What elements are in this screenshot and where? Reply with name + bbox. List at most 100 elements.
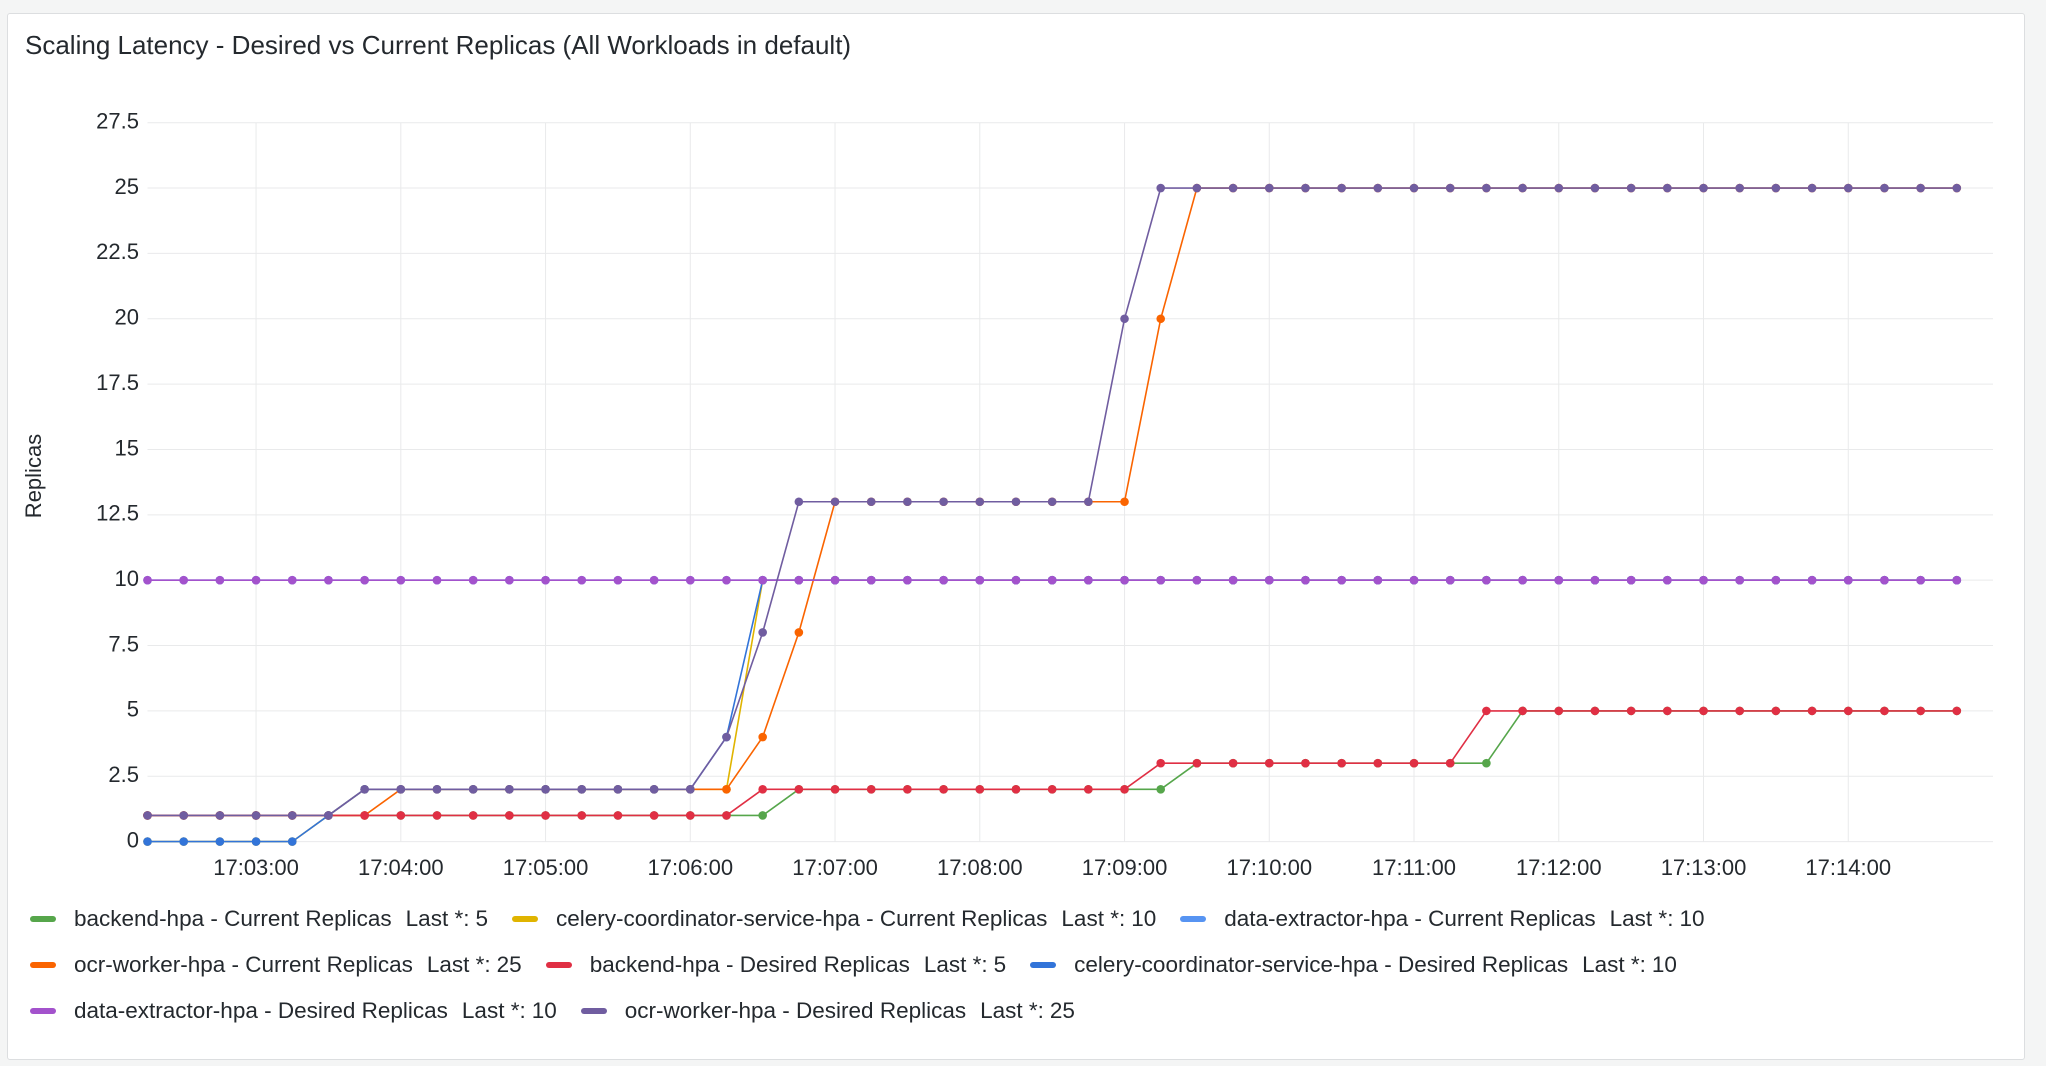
legend-item[interactable]: ocr-worker-hpa - Current Replicas Last *:… [30,949,522,981]
data-point [1952,575,1962,585]
data-point [1771,706,1781,716]
y-tick-label: 25 [115,174,139,199]
data-point [1626,183,1636,193]
legend-label: backend-hpa - Desired Replicas [589,952,910,977]
legend-item[interactable]: data-extractor-hpa - Current Replicas Las… [1180,903,1704,935]
data-point [722,732,731,742]
data-point [360,811,369,820]
legend-item[interactable]: backend-hpa - Current Replicas Last *: 5 [30,903,488,935]
data-point [143,811,152,820]
data-point [903,575,912,585]
data-point [143,837,152,846]
data-point [287,837,297,846]
legend-swatch [1180,916,1207,922]
data-point [1192,575,1202,585]
data-point [1156,758,1166,768]
data-point [1409,575,1419,585]
legend-item[interactable]: backend-hpa - Desired Replicas Last *: 5 [545,949,1006,981]
data-point [1735,183,1744,193]
x-tick-label: 17:11:00 [1372,855,1456,880]
data-point [1626,706,1636,716]
data-point [215,575,225,585]
legend-item[interactable]: celery-coordinator-service-hpa - Desired… [1030,949,1677,981]
legend-swatch [545,962,572,968]
data-point [794,497,804,507]
legend-calc-value: 25 [1049,998,1075,1023]
data-point [1264,758,1274,768]
data-point [1337,575,1346,585]
x-tick-label: 17:13:00 [1661,855,1747,880]
data-point [975,497,985,507]
data-point [1482,575,1491,585]
data-point [1952,183,1962,193]
data-point [1409,758,1419,768]
data-point [1807,575,1817,585]
y-tick-label: 15 [115,435,139,460]
data-point [396,575,406,585]
data-point [1699,706,1708,716]
data-point [505,811,514,820]
legend-calc-value: 10 [1131,906,1157,931]
data-point [758,628,767,637]
y-tick-label: 20 [115,305,139,330]
legend-label: ocr-worker-hpa - Desired Replicas [624,998,967,1023]
legend-item[interactable]: ocr-worker-hpa - Desired Replicas Last *:… [580,995,1075,1027]
data-point [541,575,550,585]
legend-calc-label: Last *: [1609,906,1674,931]
data-point [1047,497,1057,507]
data-point [830,785,840,794]
data-point [1011,575,1021,585]
data-point [1156,314,1166,324]
data-point [1843,183,1853,193]
y-tick-label: 27.5 [96,109,139,134]
data-point [830,497,840,507]
data-point [1373,575,1383,585]
data-point [685,785,695,794]
x-tick-label: 17:05:00 [503,855,589,880]
data-point [287,811,297,820]
legend-swatch [511,916,538,922]
legend-label: celery-coordinator-service-hpa - Desired… [1074,952,1569,977]
data-point [939,497,948,507]
data-point [215,811,225,820]
data-point [1482,706,1491,716]
data-point [1445,183,1455,193]
data-point [685,575,695,585]
data-point [1663,575,1672,585]
legend-calc-value: 10 [531,998,557,1023]
legend-swatch [580,1008,607,1014]
y-axis-label: Replicas [21,434,46,518]
data-point [324,811,333,820]
legend-calc-label: Last *: [405,906,470,931]
data-point [1626,575,1636,585]
data-point [1771,183,1781,193]
data-point [1843,706,1853,716]
data-point [1518,706,1527,716]
y-tick-label: 10 [115,566,139,591]
data-point [1518,575,1527,585]
data-point [1047,575,1057,585]
legend-swatch [1030,962,1057,968]
data-point [1156,785,1166,794]
y-tick-label: 2.5 [108,762,139,787]
data-point [1156,183,1166,193]
data-point [396,811,406,820]
data-point [143,575,152,585]
y-tick-label: 22.5 [96,239,139,264]
data-point [1590,706,1600,716]
data-point [794,575,804,585]
data-point [179,575,188,585]
data-point [1590,575,1600,585]
data-point [215,837,225,846]
legend-swatch [30,962,56,968]
data-point [758,811,767,820]
legend-item[interactable]: data-extractor-hpa - Desired Replicas Las… [30,995,557,1027]
data-point [1373,183,1383,193]
data-point [1880,706,1889,716]
data-point [1771,575,1781,585]
legend-calc-label: Last *: [923,952,988,977]
legend-item[interactable]: celery-coordinator-service-hpa - Current… [511,903,1157,935]
data-point [758,575,767,585]
legend-calc-value: 10 [1679,906,1705,931]
